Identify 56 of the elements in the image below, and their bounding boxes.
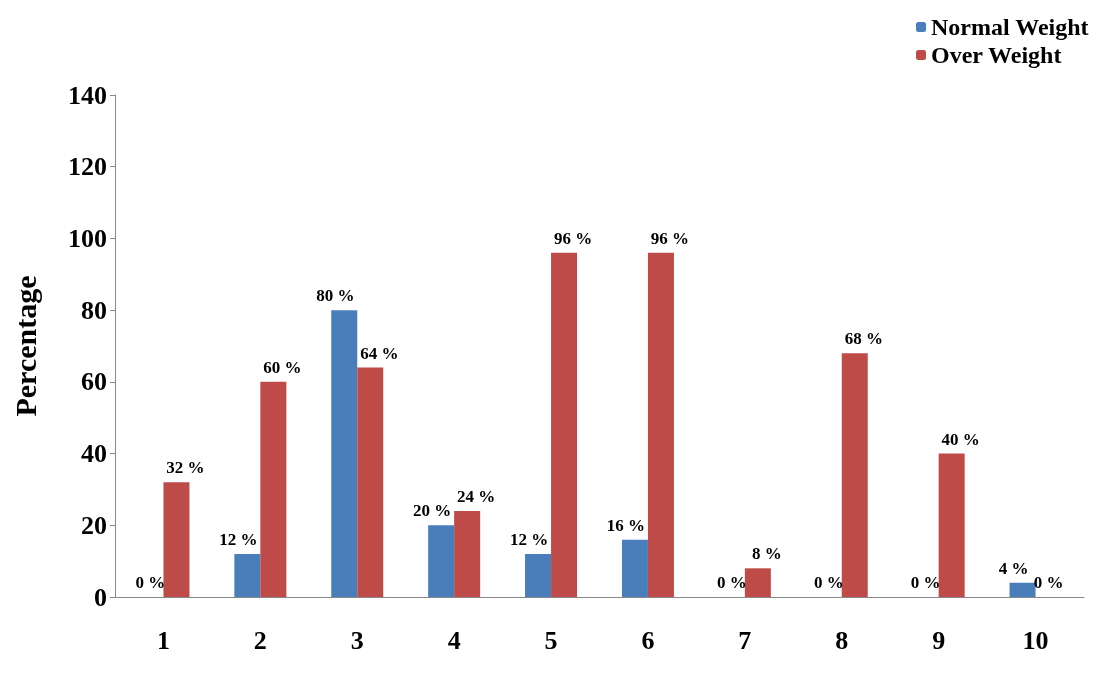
x-tick-label: 8	[835, 625, 849, 655]
x-tick-label: 2	[253, 625, 267, 655]
data-label: 68 %	[844, 329, 883, 349]
bar	[551, 252, 578, 597]
data-label: 0 %	[716, 573, 747, 592]
legend-label: Normal Weight	[931, 14, 1089, 40]
bar	[744, 568, 771, 597]
bar	[647, 252, 674, 597]
data-label: 4 %	[998, 558, 1029, 578]
y-tick-label: 140	[68, 80, 107, 110]
y-tick-label: 60	[81, 367, 107, 397]
data-label: 20 %	[413, 501, 452, 521]
data-label: 32 %	[166, 458, 205, 478]
bar	[428, 525, 455, 597]
y-tick-label: 100	[68, 223, 107, 253]
x-tick-label: 5	[544, 625, 558, 655]
data-label: 96 %	[650, 228, 690, 248]
x-tick-label: 9	[932, 625, 946, 655]
data-label: 0 %	[910, 573, 941, 592]
bar	[841, 353, 868, 597]
y-tick-label: 20	[81, 510, 107, 540]
bar	[260, 381, 287, 597]
y-tick-label: 40	[81, 439, 107, 469]
y-axis-title: Percentage	[8, 275, 42, 417]
data-label: 60 %	[263, 357, 302, 377]
data-label: 16 %	[606, 515, 646, 535]
x-tick-label: 3	[350, 625, 364, 655]
data-label: 12 %	[509, 529, 549, 549]
x-tick-label: 4	[447, 625, 461, 655]
data-label: 24 %	[457, 486, 496, 506]
bar	[331, 310, 358, 597]
bar	[1009, 582, 1036, 597]
bar	[357, 367, 384, 597]
data-label: 0 %	[1033, 573, 1064, 592]
x-tick-label: 6	[641, 625, 655, 655]
bar	[621, 539, 648, 597]
legend-label: Over Weight	[931, 42, 1062, 68]
data-label: 96 %	[553, 228, 593, 248]
bar	[234, 553, 261, 597]
bar	[938, 453, 965, 597]
x-tick-label: 1	[156, 625, 170, 655]
data-label: 12 %	[219, 529, 258, 549]
data-label: 0 %	[813, 573, 844, 592]
data-label: 40 %	[941, 429, 980, 449]
data-label: 8 %	[751, 544, 782, 564]
bar	[163, 482, 190, 597]
bar	[525, 553, 552, 597]
data-label: 80 %	[316, 286, 355, 306]
data-label: 64 %	[360, 343, 399, 363]
y-tick-label: 120	[68, 152, 107, 182]
y-tick-label: 0	[94, 582, 107, 612]
data-label: 0 %	[135, 573, 166, 592]
bar	[454, 510, 481, 597]
y-tick-label: 80	[81, 295, 107, 325]
x-tick-label: 7	[738, 625, 752, 655]
x-tick-label: 10	[1022, 625, 1049, 655]
